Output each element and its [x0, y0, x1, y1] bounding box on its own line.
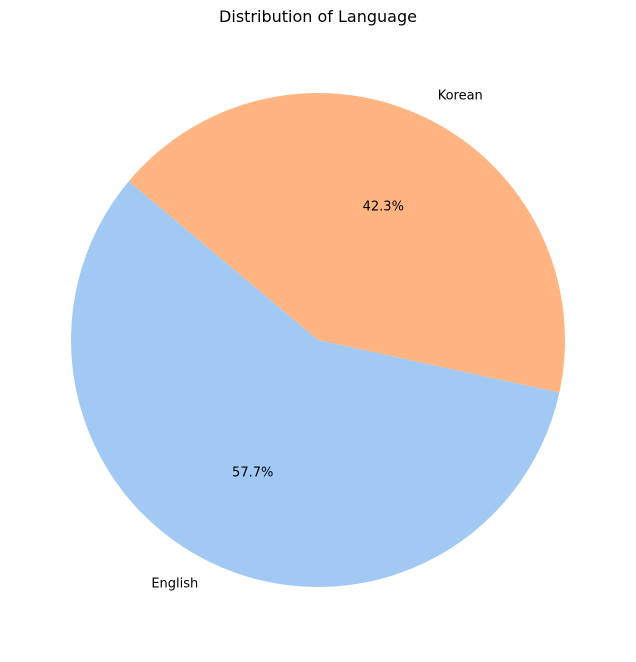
chart-title: Distribution of Language: [219, 7, 417, 26]
slice-percent-label: 42.3%: [363, 199, 404, 214]
slice-category-label: English: [151, 576, 198, 591]
pie-slice-korean: [128, 92, 565, 393]
pie-slice-english: [71, 181, 560, 587]
slice-category-label: Korean: [438, 89, 483, 104]
slice-percent-label: 57.7%: [232, 466, 273, 481]
